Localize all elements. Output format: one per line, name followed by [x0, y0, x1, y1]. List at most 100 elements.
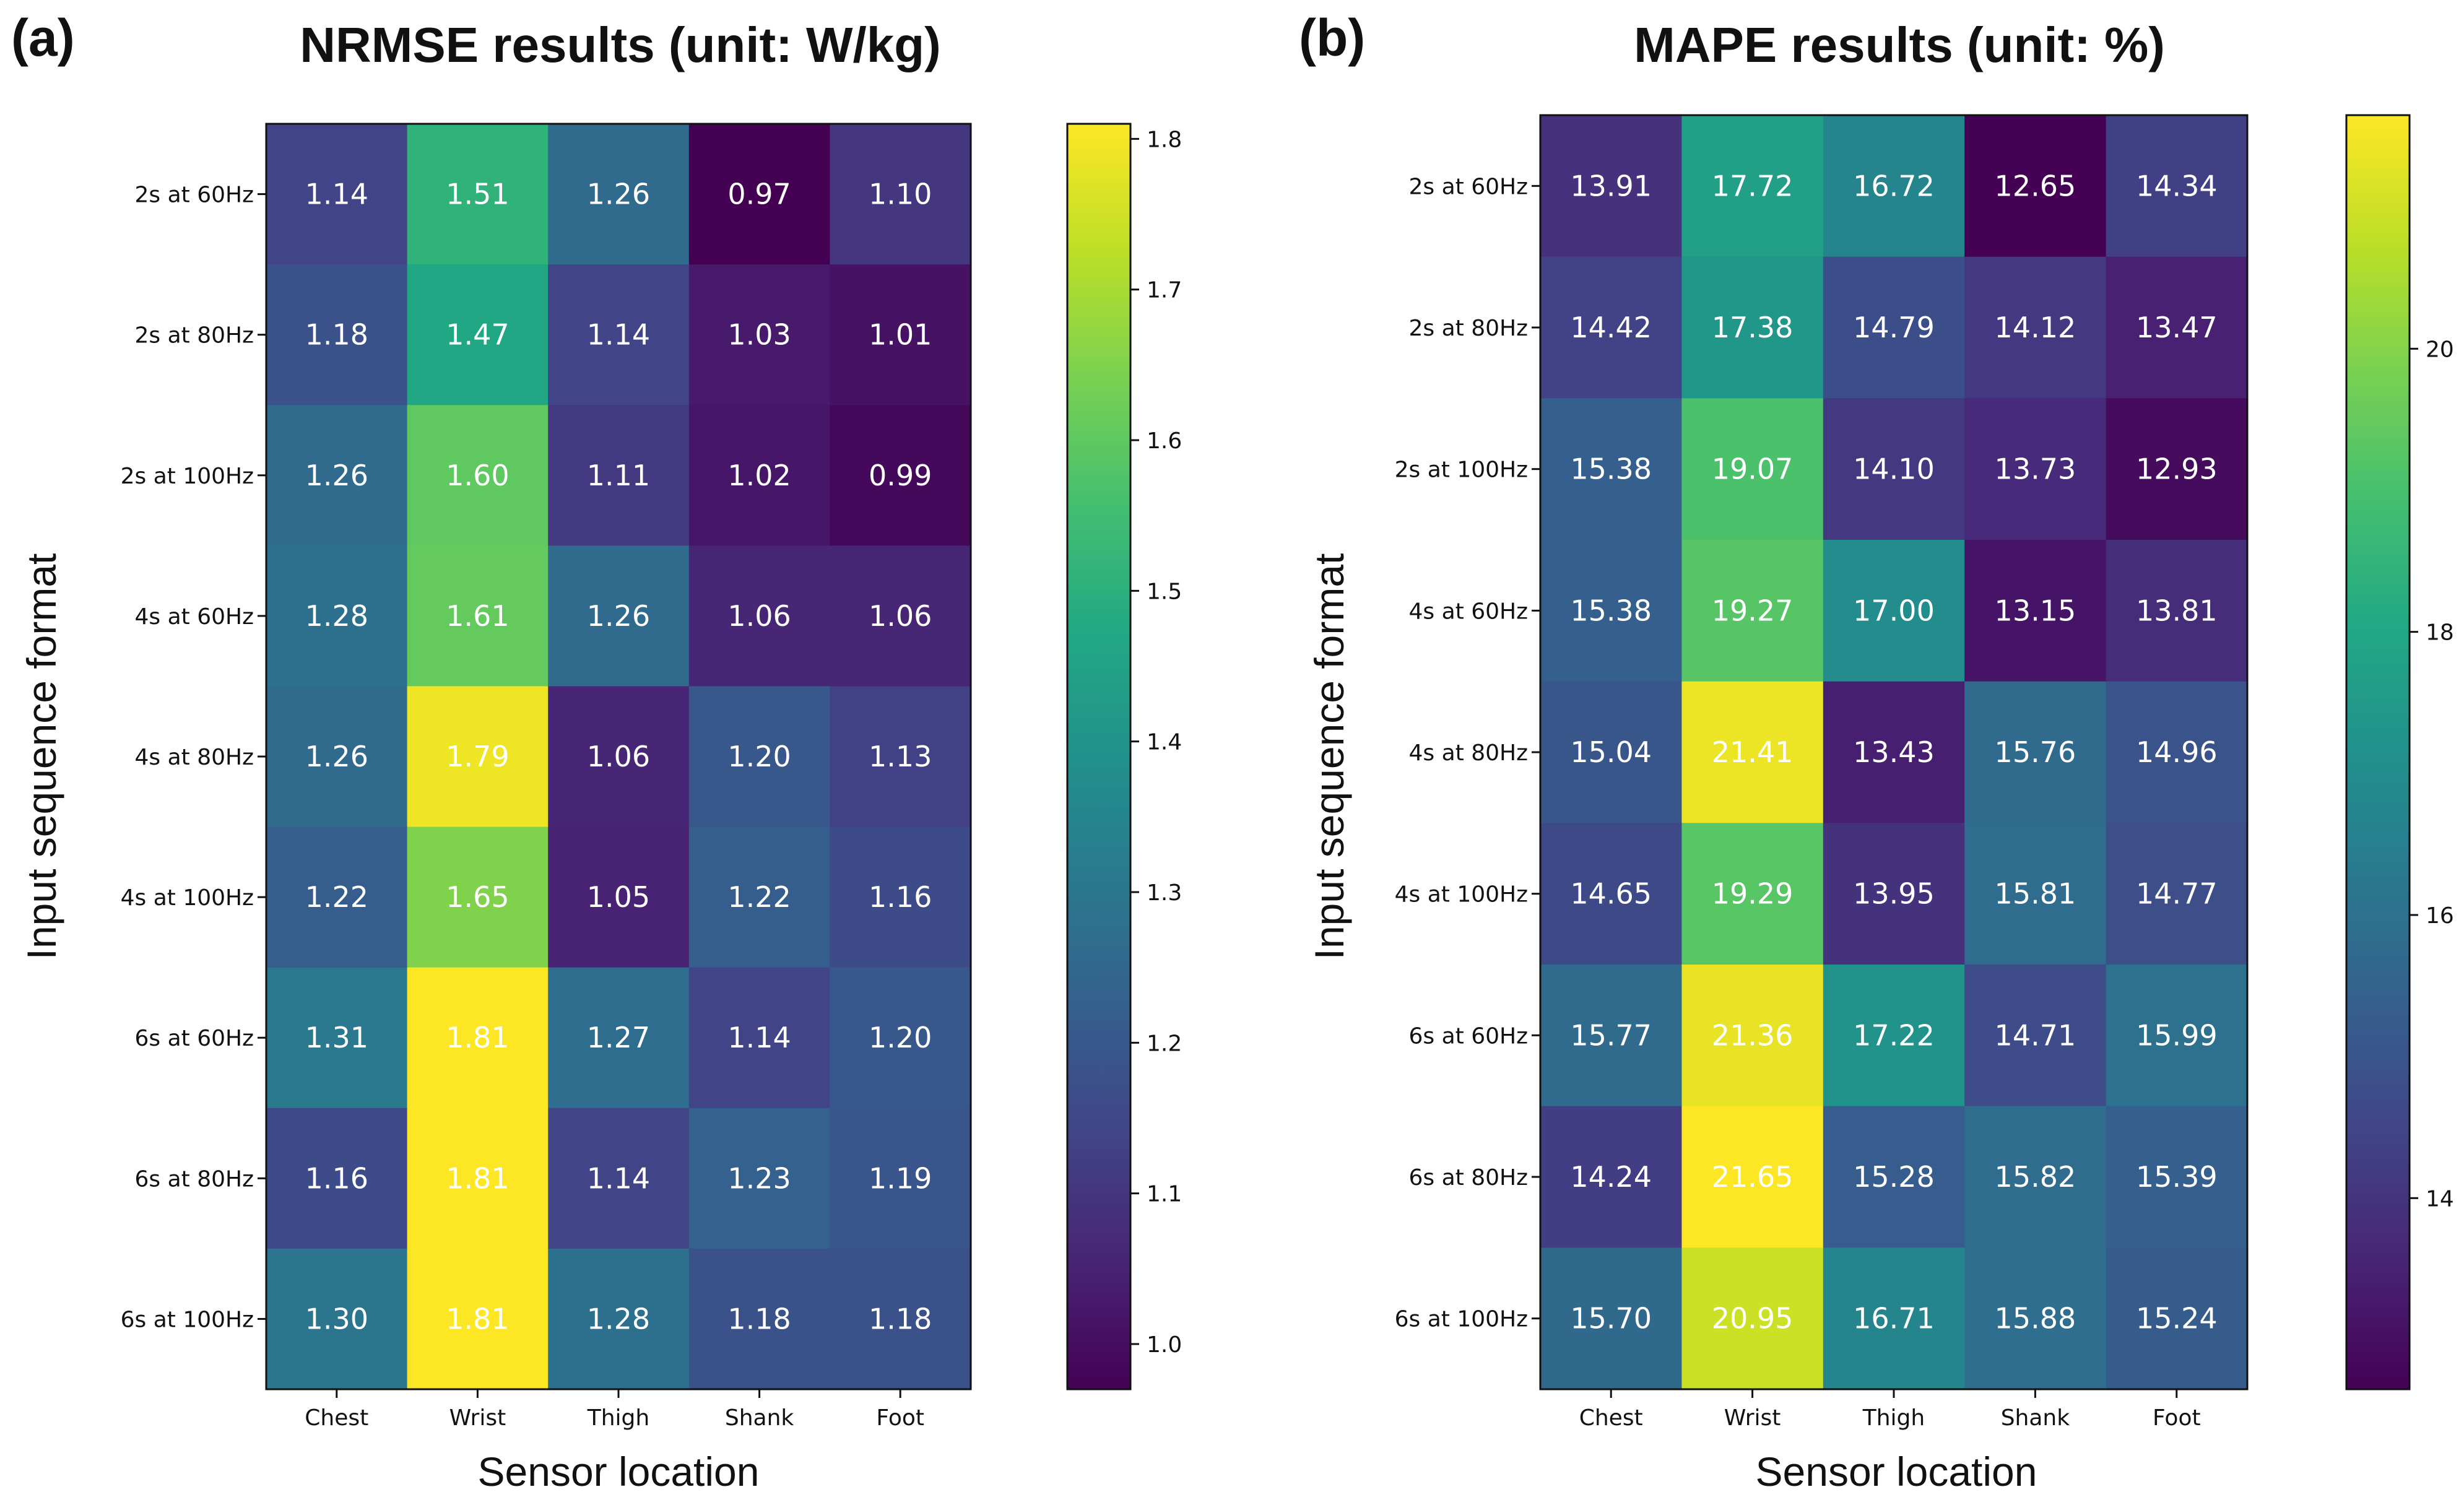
heatmap-cell: [688, 1248, 830, 1390]
cell-value-label: 17.38: [1712, 311, 1794, 344]
heatmap-cell: [830, 826, 971, 968]
cell-value-label: 14.71: [1995, 1018, 2076, 1052]
cell-value-label: 15.81: [1995, 877, 2076, 911]
cell-value-label: 15.70: [1570, 1302, 1652, 1335]
cell-value-label: 15.38: [1570, 594, 1652, 627]
x-tick-label: Shank: [2001, 1405, 2070, 1431]
mape-x-axis-label: Sensor location: [1756, 1449, 2037, 1494]
cell-value-label: 1.13: [869, 740, 932, 773]
heatmap-cell: [1964, 681, 2107, 823]
heatmap-cell: [2106, 965, 2248, 1107]
x-tick-label: Wrist: [1724, 1405, 1781, 1431]
cell-value-label: 1.60: [446, 459, 509, 492]
cell-value-label: 15.24: [2136, 1302, 2218, 1335]
cell-value-label: 16.71: [1853, 1302, 1935, 1335]
y-tick-label: 2s at 80Hz: [135, 323, 254, 349]
cell-value-label: 19.29: [1712, 877, 1794, 911]
heatmap-cell: [1823, 256, 1965, 399]
cell-value-label: 1.06: [587, 740, 650, 773]
cell-value-label: 15.82: [1995, 1160, 2076, 1194]
y-tick-label: 2s at 80Hz: [1409, 316, 1529, 341]
heatmap-cell: [266, 826, 408, 968]
heatmap-cell: [830, 545, 971, 687]
cell-value-label: 1.28: [305, 599, 368, 633]
y-tick-label: 6s at 100Hz: [121, 1307, 254, 1332]
heatmap-cell: [1823, 823, 1965, 965]
heatmap-cell: [1964, 823, 2107, 965]
cell-value-label: 14.12: [1995, 311, 2076, 344]
cell-value-label: 0.99: [869, 459, 932, 492]
cell-value-label: 19.27: [1712, 594, 1794, 627]
cell-value-label: 14.65: [1570, 877, 1652, 911]
cell-value-label: 1.26: [305, 459, 368, 492]
cell-value-label: 1.28: [587, 1302, 650, 1335]
cell-value-label: 1.26: [305, 740, 368, 773]
colorbar-tick-label: 1.8: [1147, 127, 1182, 152]
y-tick-label: 4s at 60Hz: [135, 604, 254, 630]
heatmap-cell: [1964, 256, 2107, 399]
heatmap-cell: [407, 967, 549, 1109]
nrmse-heatmap-cells: 1.14 1.51 1.26 0.97 1.10 1.18 1.47 1.14 1.03 1.01…: [266, 124, 971, 1390]
cell-value-label: 1.14: [727, 1021, 791, 1054]
colorbar-tick-label: 1.0: [1147, 1332, 1182, 1358]
cell-value-label: 15.77: [1570, 1018, 1652, 1052]
cell-value-label: 1.81: [446, 1021, 509, 1054]
cell-value-label: 1.10: [869, 178, 932, 211]
cell-value-label: 1.16: [869, 880, 932, 914]
colorbar-tick-label: 1.3: [1147, 880, 1182, 906]
cell-value-label: 1.05: [587, 880, 650, 914]
cell-value-label: 1.22: [305, 880, 368, 914]
cell-value-label: 1.22: [727, 880, 791, 914]
x-tick-label: Chest: [305, 1405, 368, 1431]
heatmap-cell: [407, 1248, 549, 1390]
heatmap-cell: [830, 686, 971, 828]
colorbar-tick-label: 18: [2426, 620, 2454, 646]
heatmap-cell: [266, 124, 408, 265]
y-tick-label: 6s at 80Hz: [1409, 1165, 1529, 1191]
cell-value-label: 20.95: [1712, 1302, 1794, 1335]
heatmap-cell: [1823, 681, 1965, 823]
heatmap-cell: [830, 967, 971, 1109]
cell-value-label: 14.79: [1853, 311, 1935, 344]
y-tick-label: 4s at 80Hz: [1409, 740, 1529, 766]
x-tick-label: Thigh: [1862, 1405, 1925, 1431]
nrmse-y-axis-label: Input sequence format: [19, 553, 64, 960]
cell-value-label: 1.26: [587, 599, 650, 633]
colorbar-tick-label: 20: [2426, 337, 2454, 362]
cell-value-label: 14.24: [1570, 1160, 1652, 1194]
cell-value-label: 1.16: [305, 1161, 368, 1195]
heatmap-cell: [1823, 398, 1965, 540]
heatmap-cell: [830, 405, 971, 546]
heatmap-cell: [1540, 540, 1682, 682]
cell-value-label: 14.77: [2136, 877, 2218, 911]
heatmap-cell: [1540, 1247, 1682, 1390]
heatmap-cell: [2106, 1247, 2248, 1390]
heatmap-cell: [1681, 256, 1824, 399]
y-tick-label: 4s at 80Hz: [135, 745, 254, 770]
cell-value-label: 1.81: [446, 1302, 509, 1335]
mape-y-axis-label: Input sequence format: [1306, 553, 1352, 960]
cell-value-label: 13.43: [1853, 735, 1935, 769]
y-tick-label: 4s at 100Hz: [1395, 882, 1528, 908]
y-tick-label: 4s at 100Hz: [121, 885, 254, 911]
heatmap-cell: [830, 1108, 971, 1249]
colorbar-tick-label: 1.5: [1147, 579, 1182, 604]
heatmap-cell: [1964, 540, 2107, 682]
heatmap-cell: [407, 686, 549, 828]
y-tick-label: 4s at 60Hz: [1409, 599, 1529, 624]
cell-value-label: 15.76: [1995, 735, 2076, 769]
colorbar-tick-label: 1.7: [1147, 278, 1182, 303]
cell-value-label: 13.81: [2136, 594, 2218, 627]
cell-value-label: 17.72: [1712, 169, 1794, 202]
cell-value-label: 13.95: [1853, 877, 1935, 911]
heatmap-cell: [1964, 398, 2107, 540]
y-tick-label: 2s at 60Hz: [1409, 174, 1529, 199]
heatmap-cell: [407, 1108, 549, 1249]
cell-value-label: 17.22: [1853, 1018, 1935, 1052]
cell-value-label: 1.14: [305, 178, 368, 211]
x-tick-label: Shank: [725, 1405, 794, 1431]
heatmap-cell: [1823, 965, 1965, 1107]
heatmap-cell: [1681, 1247, 1824, 1390]
colorbar-tick-label: 1.4: [1147, 730, 1182, 755]
heatmap-cell: [1540, 823, 1682, 965]
